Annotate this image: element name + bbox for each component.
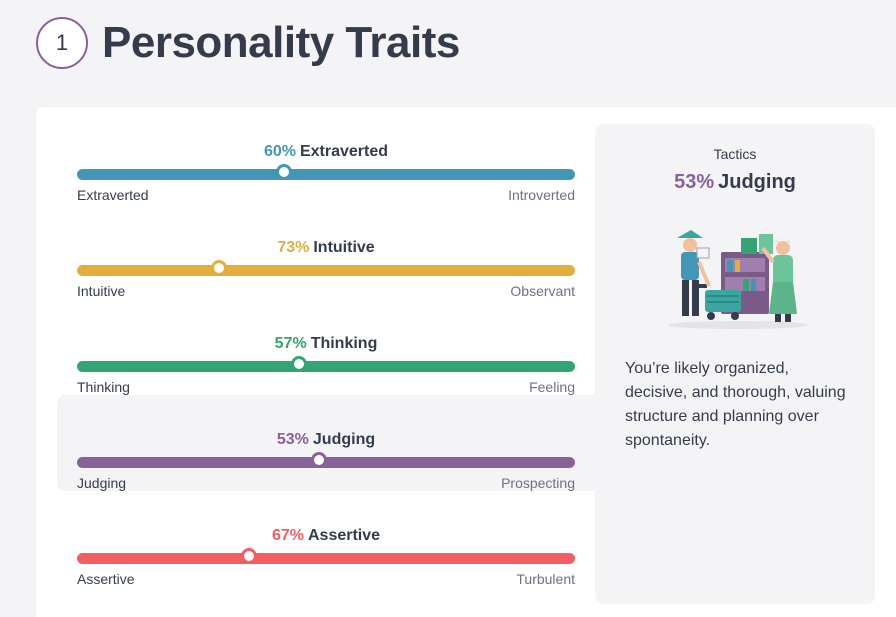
trait-left-label: Extraverted [77, 187, 149, 203]
trait-bar [77, 169, 575, 180]
trait-knob[interactable] [275, 164, 292, 180]
trait-knob[interactable] [210, 260, 227, 276]
panel-description: You’re likely organized, decisive, and t… [625, 360, 846, 449]
trait-left-label: Judging [77, 475, 127, 491]
trait-title: 73% Intuitive [57, 239, 595, 257]
trait-name: Assertive [307, 527, 381, 544]
trait-extraverted[interactable]: 60% Extraverted Extraverted Introverted [57, 107, 595, 203]
trait-title: 57% Thinking [57, 335, 595, 353]
panel-percent: 53% [674, 171, 715, 193]
trait-left-label: Assertive [77, 571, 135, 587]
trait-percent: 57% [274, 335, 307, 352]
trait-percent: 67% [271, 527, 304, 544]
trait-left-label: Thinking [77, 379, 130, 395]
trait-percent: 73% [277, 239, 310, 256]
trait-bar [77, 361, 575, 372]
trait-percent: 60% [263, 143, 296, 160]
trait-assertive[interactable]: 67% Assertive Assertive Turbulent [57, 491, 595, 587]
trait-right-label: Observant [510, 283, 575, 299]
trait-thinking[interactable]: 57% Thinking Thinking Feeling [57, 299, 595, 395]
trait-name: Intuitive [313, 239, 375, 256]
trait-right-label: Turbulent [516, 571, 575, 587]
trait-intuitive[interactable]: 73% Intuitive Intuitive Observant [57, 203, 595, 299]
trait-knob[interactable] [310, 452, 327, 468]
trait-right-label: Prospecting [501, 475, 575, 491]
trait-right-label: Feeling [529, 379, 575, 395]
trait-detail-panel: Tactics 53% Judging [595, 124, 875, 604]
trait-name: Thinking [310, 335, 378, 352]
traits-card: 60% Extraverted Extraverted Introverted 7… [36, 107, 896, 617]
panel-trait: Judging [718, 171, 796, 193]
step-number: 1 [36, 17, 88, 69]
trait-name: Judging [312, 431, 376, 448]
trait-knob[interactable] [290, 356, 307, 372]
trait-right-label: Introverted [508, 187, 575, 203]
trait-knob[interactable] [240, 548, 257, 564]
trait-judging[interactable]: 53% Judging Judging Prospecting [57, 395, 595, 491]
trait-title: 60% Extraverted [57, 143, 595, 161]
section-header: 1 Personality Traits [36, 17, 460, 69]
trait-percent: 53% [276, 431, 309, 448]
trait-title: 67% Assertive [57, 527, 595, 545]
page-title: Personality Traits [102, 18, 460, 67]
trait-bar [77, 265, 575, 276]
trait-bar [77, 553, 575, 564]
panel-category: Tactics [713, 146, 757, 162]
trait-left-label: Intuitive [77, 283, 126, 299]
trait-name: Extraverted [299, 143, 389, 160]
trait-title: 53% Judging [57, 431, 595, 449]
panel-heading: 53% Judging [595, 171, 875, 194]
judging-illustration-icon [668, 230, 808, 329]
